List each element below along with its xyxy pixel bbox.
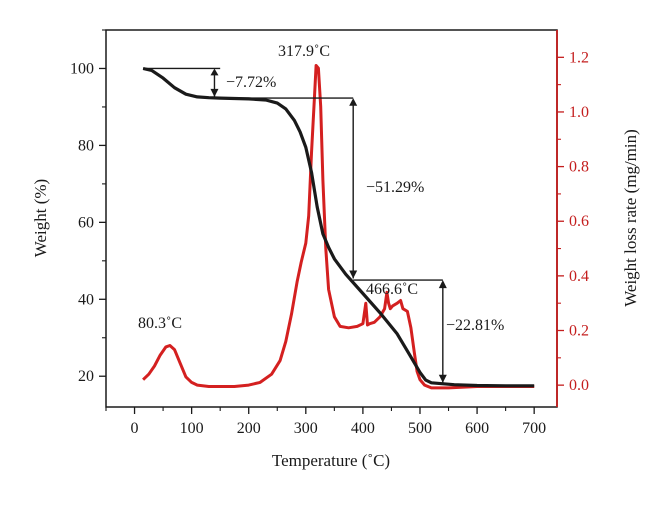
x-axis-title: Temperature (˚C) [272, 451, 390, 470]
annotation-layer [143, 67, 447, 383]
loss3-arrow-tail [438, 280, 447, 289]
peak-label-318: 317.9˚C [278, 43, 330, 60]
y2-tick-label: 0.6 [569, 213, 589, 230]
y2-axis-title: Weight loss rate (mg/min) [621, 129, 640, 307]
loss2-arrow-head [349, 270, 358, 279]
tga-weight-line [142, 66, 535, 388]
y2-tick-label: 1.2 [569, 49, 589, 66]
y2-tick-label: 0.8 [569, 159, 589, 176]
x-tick-label: 600 [465, 420, 489, 437]
x-tick-label: 200 [237, 420, 261, 437]
x-tick-label: 0 [131, 420, 139, 437]
weight-loss-label-3: −22.81% [446, 317, 504, 334]
y-tick-label: 100 [70, 60, 94, 77]
loss2-arrow-tail [349, 98, 358, 106]
loss1-arrow-tail [210, 68, 219, 76]
x-tick-label: 100 [180, 420, 204, 437]
x-tick-label: 400 [351, 420, 375, 437]
y2-tick-label: 0.4 [569, 268, 589, 285]
loss3-arrow-head [438, 374, 447, 383]
x-tick-label: 500 [408, 420, 432, 437]
y-tick-label: 60 [78, 214, 94, 231]
loss1-arrow-head [210, 88, 219, 97]
ticks-layer: 0 100 200 300 400 500 600 700 20 40 60 80 100 0.0 0.2 0… [70, 29, 589, 437]
y2-tick-label: 1.0 [569, 104, 589, 121]
weight-loss-label-1: −7.72% [226, 74, 276, 91]
weight-loss-label-2: −51.29% [366, 179, 424, 196]
y-tick-label: 40 [78, 291, 94, 308]
x-tick-label: 700 [522, 420, 546, 437]
y-tick-label: 80 [78, 137, 94, 154]
peak-label-467: 466.6˚C [366, 281, 418, 298]
data-layer [142, 64, 535, 390]
y2-tick-label: 0.2 [569, 323, 589, 340]
dtg-rate-line [142, 64, 535, 390]
peak-label-80: 80.3˚C [138, 315, 182, 332]
y-axis-title: Weight (%) [31, 179, 50, 257]
x-tick-label: 300 [294, 420, 318, 437]
y-tick-label: 20 [78, 368, 94, 385]
y2-tick-label: 0.0 [569, 377, 589, 394]
